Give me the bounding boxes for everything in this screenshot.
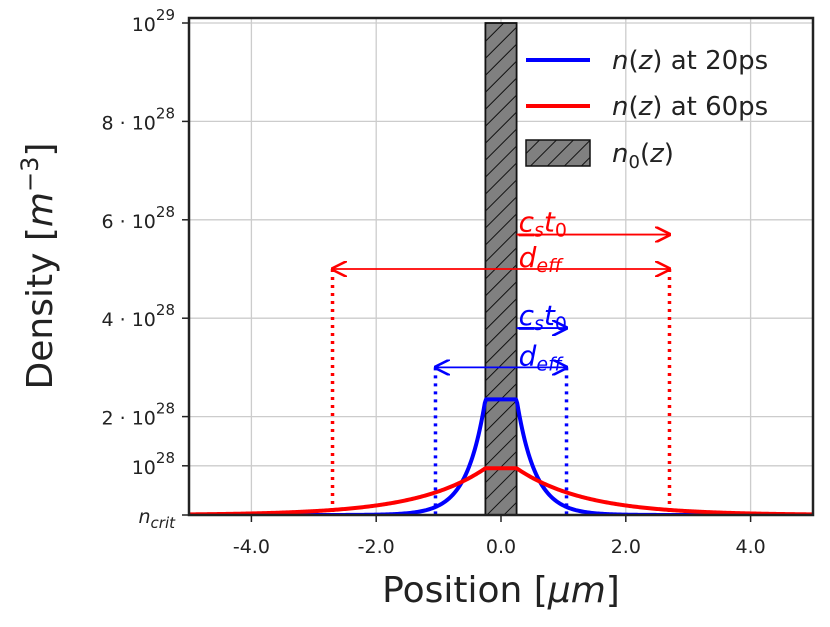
legend-label-1: n(z) at 60ps <box>612 92 768 122</box>
series-line-60ps <box>189 466 813 515</box>
ticks: -4.0 -2.0 0.0 2.0 4.0 ncrit 1028 2 · 1028 4 · 10… <box>102 6 766 558</box>
y-tick-label: 4 · 1028 <box>102 301 176 331</box>
deff-label-60ps: deff <box>519 241 564 277</box>
legend-swatch-initial <box>525 139 591 167</box>
series-line-20ps <box>189 397 813 515</box>
y-tick-label: 2 · 1028 <box>102 400 176 430</box>
cst0-label-60ps: cst0 <box>519 206 567 242</box>
x-tick-label: 4.0 <box>735 536 765 558</box>
annotations-layer <box>330 235 672 515</box>
x-tick-label: 0.0 <box>486 536 516 558</box>
cst0-label-20ps: cst0 <box>519 299 567 335</box>
y-tick-label: 8 · 1028 <box>102 104 176 134</box>
legend: n(z) at 20ps n(z) at 60ps n0(z) <box>525 46 768 173</box>
legend-label-2: n0(z) <box>612 139 674 173</box>
y-tick-label: ncrit <box>138 506 176 532</box>
x-tick-label: 2.0 <box>611 536 641 558</box>
y-tick-label: 1029 <box>132 6 175 36</box>
x-tick-label: -4.0 <box>233 536 270 558</box>
y-axis-label: Density [m−3] <box>16 143 61 390</box>
x-axis-label: Position [μm] <box>382 570 620 611</box>
curves-layer <box>189 397 813 515</box>
y-tick-label: 1028 <box>132 449 175 479</box>
x-tick-label: -2.0 <box>358 536 395 558</box>
deff-label-20ps: deff <box>519 339 564 375</box>
y-tick-label: 6 · 1028 <box>102 203 176 233</box>
plot-area <box>189 22 813 515</box>
legend-label-0: n(z) at 20ps <box>612 46 768 76</box>
